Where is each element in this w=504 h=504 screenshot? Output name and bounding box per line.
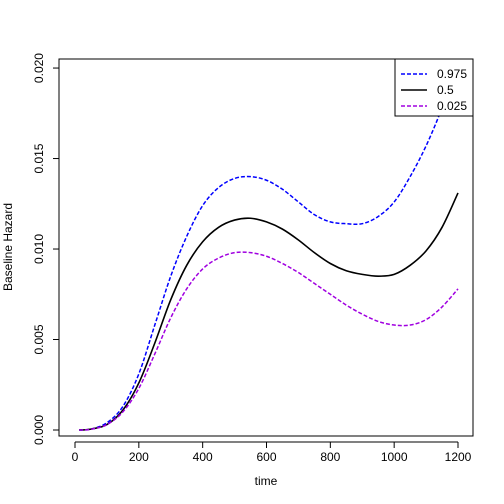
y-tick-label: 0.005 bbox=[32, 324, 46, 354]
series-line-0-5 bbox=[79, 192, 459, 431]
x-tick-label: 1200 bbox=[445, 450, 472, 464]
series-layer bbox=[79, 62, 459, 431]
x-tick-label: 0 bbox=[72, 450, 79, 464]
x-axis: 0 200 400 600 800 1000 1200 bbox=[72, 441, 472, 464]
series-line-0-025 bbox=[79, 251, 459, 431]
y-axis-title: Baseline Hazard bbox=[1, 203, 15, 291]
x-tick-label: 200 bbox=[129, 450, 149, 464]
y-tick-label: 0.020 bbox=[32, 53, 46, 83]
legend: 0.975 0.5 0.025 bbox=[394, 58, 474, 117]
x-tick-label: 600 bbox=[256, 450, 276, 464]
y-tick-label: 0.000 bbox=[32, 415, 46, 445]
y-tick-label: 0.010 bbox=[32, 234, 46, 264]
x-tick-label: 1000 bbox=[381, 450, 408, 464]
legend-label-0-025: 0.025 bbox=[437, 99, 467, 113]
series-line-0-975 bbox=[79, 62, 459, 431]
x-axis-title: time bbox=[255, 474, 278, 488]
x-tick-label: 800 bbox=[320, 450, 340, 464]
legend-label-0-5: 0.5 bbox=[437, 83, 454, 97]
y-axis: 0.000 0.005 0.010 0.015 0.020 bbox=[32, 53, 60, 445]
y-tick-label: 0.015 bbox=[32, 143, 46, 173]
legend-label-0-975: 0.975 bbox=[437, 67, 467, 81]
x-tick-label: 400 bbox=[193, 450, 213, 464]
